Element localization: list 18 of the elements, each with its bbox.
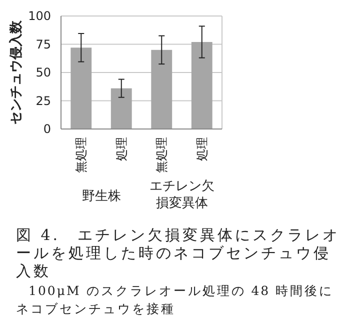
y-tick-label: 50 [36, 66, 51, 80]
text: 100μM のスクラレオール処理の 48 時間後にネコブセンチュウを接種 [16, 282, 335, 318]
bar [191, 42, 212, 129]
text: 野生株 [82, 189, 121, 204]
x-tick-label: 無処理 [74, 137, 88, 173]
text: エチレン欠損変異体 [149, 179, 214, 211]
y-tick-label: 75 [36, 37, 51, 52]
bar [70, 48, 92, 129]
x-tick-label: 無処理 [154, 137, 169, 173]
bar [110, 88, 132, 129]
x-tick-label: 処理 [114, 137, 128, 161]
caption: 図 4. エチレン欠損変異体にスクラレオールを処理した時のネコブセンチュウ侵入数 [16, 226, 342, 280]
bar [151, 50, 172, 129]
y-tick-label: 25 [36, 94, 51, 108]
y-axis-title: センチュウ侵入数 [8, 20, 24, 124]
y-tick-label: 100 [28, 9, 51, 23]
x-tick-label: 処理 [194, 137, 209, 161]
y-tick-label: 0 [43, 122, 51, 136]
